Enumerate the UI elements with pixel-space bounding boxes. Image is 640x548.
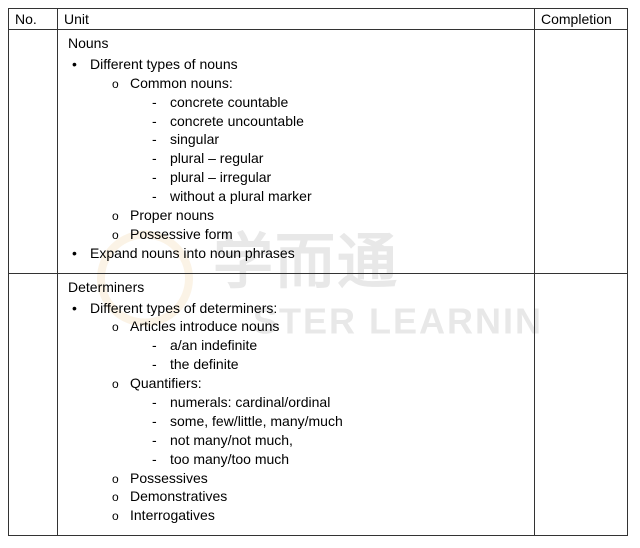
list-item: Possessive form <box>130 225 524 244</box>
list-item: concrete countable <box>170 93 524 112</box>
list-item-text: the definite <box>170 356 239 372</box>
list-item: plural – regular <box>170 149 524 168</box>
table-row: Determiners Different types of determiner… <box>9 273 628 536</box>
list-item: too many/too much <box>170 450 524 469</box>
cell-no <box>9 30 58 274</box>
list-item: Possessives <box>130 469 524 488</box>
list-item: concrete uncountable <box>170 112 524 131</box>
list-item-text: too many/too much <box>170 451 289 467</box>
list-level-3: a/an indefinite the definite <box>130 336 524 374</box>
list-item: Different types of nouns Common nouns: con… <box>90 55 524 244</box>
cell-content: Nouns Different types of nouns Common noun… <box>64 32 528 271</box>
list-item-text: without a plural marker <box>170 188 312 204</box>
list-item: Expand nouns into noun phrases <box>90 244 524 263</box>
list-item-text: Possessives <box>130 470 208 486</box>
list-item: Articles introduce nouns a/an indefinite t… <box>130 317 524 374</box>
header-unit: Unit <box>58 9 535 30</box>
list-item: Quantifiers: numerals: cardinal/ordinal so… <box>130 374 524 468</box>
list-level-3: concrete countable concrete uncountable si… <box>130 93 524 206</box>
list-item: not many/not much, <box>170 431 524 450</box>
list-item-text: a/an indefinite <box>170 337 257 353</box>
list-item-text: Common nouns: <box>130 75 233 91</box>
list-item-text: Interrogatives <box>130 507 215 523</box>
list-item-text: plural – irregular <box>170 169 271 185</box>
list-item-text: singular <box>170 131 219 147</box>
list-item-text: Possessive form <box>130 226 233 242</box>
list-item-text: Quantifiers: <box>130 375 202 391</box>
header-completion: Completion <box>535 9 628 30</box>
list-item: without a plural marker <box>170 187 524 206</box>
cell-unit: Nouns Different types of nouns Common noun… <box>58 30 535 274</box>
list-item-text: Demonstratives <box>130 488 227 504</box>
list-item: numerals: cardinal/ordinal <box>170 393 524 412</box>
list-item: Demonstratives <box>130 487 524 506</box>
unit-title: Nouns <box>68 34 524 53</box>
list-level-3: numerals: cardinal/ordinal some, few/litt… <box>130 393 524 469</box>
list-item-text: Articles introduce nouns <box>130 318 279 334</box>
list-item: Proper nouns <box>130 206 524 225</box>
curriculum-table: No. Unit Completion Nouns Different types… <box>8 8 628 536</box>
cell-unit: Determiners Different types of determiner… <box>58 273 535 536</box>
list-level-1: Different types of determiners:Articles … <box>68 299 524 526</box>
table-body: Nouns Different types of nouns Common noun… <box>9 30 628 536</box>
header-no: No. <box>9 9 58 30</box>
list-item: Common nouns:concrete countableconcrete … <box>130 74 524 206</box>
list-item-text: some, few/little, many/much <box>170 413 343 429</box>
list-item: Different types of determiners:Articles … <box>90 299 524 526</box>
unit-title: Determiners <box>68 278 524 297</box>
list-item-text: concrete countable <box>170 94 288 110</box>
list-level-1: Different types of nouns Common nouns: con… <box>68 55 524 263</box>
list-item-text: numerals: cardinal/ordinal <box>170 394 330 410</box>
list-item-text: Expand nouns into noun phrases <box>90 245 295 261</box>
list-item-text: Proper nouns <box>130 207 214 223</box>
list-item: some, few/little, many/much <box>170 412 524 431</box>
cell-completion <box>535 30 628 274</box>
list-item-text: Different types of nouns <box>90 56 238 72</box>
list-item: plural – irregular <box>170 168 524 187</box>
list-item-text: plural – regular <box>170 150 263 166</box>
list-item: the definite <box>170 355 524 374</box>
table-header-row: No. Unit Completion <box>9 9 628 30</box>
list-item-text: not many/not much, <box>170 432 293 448</box>
list-level-2: Common nouns:concrete countableconcrete … <box>90 74 524 244</box>
list-item: a/an indefinite <box>170 336 524 355</box>
list-level-2: Articles introduce nouns a/an indefinite t… <box>90 317 524 525</box>
table-row: Nouns Different types of nouns Common noun… <box>9 30 628 274</box>
list-item-text: Different types of determiners: <box>90 300 277 316</box>
cell-content: Determiners Different types of determiner… <box>64 276 528 534</box>
cell-completion <box>535 273 628 536</box>
list-item: Interrogatives <box>130 506 524 525</box>
list-item-text: concrete uncountable <box>170 113 304 129</box>
cell-no <box>9 273 58 536</box>
list-item: singular <box>170 130 524 149</box>
